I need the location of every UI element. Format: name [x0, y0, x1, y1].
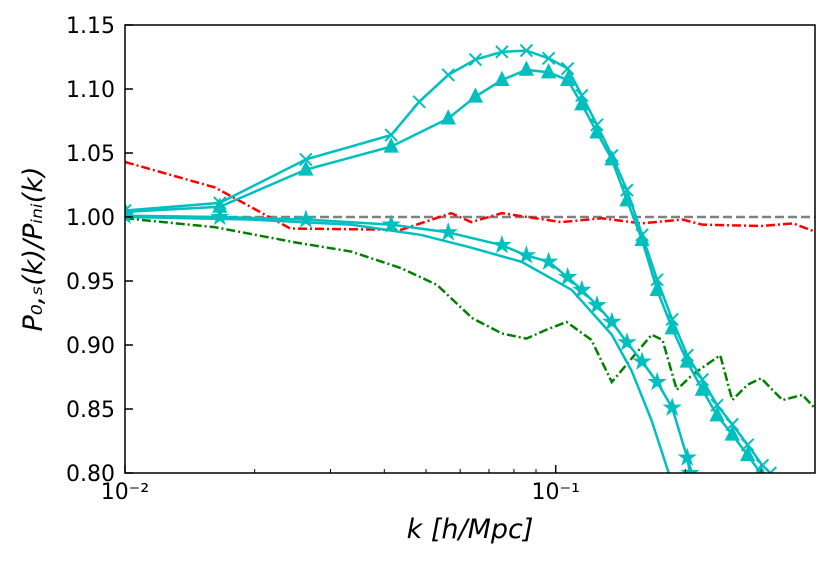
y-tick-label: 0.85 — [66, 398, 115, 423]
series-line — [125, 68, 762, 473]
y-axis-label: P₀,ₛ(k)/Pᵢₙᵢ(k) — [18, 167, 49, 332]
plot-area — [125, 43, 815, 473]
marker — [755, 463, 766, 473]
marker — [574, 95, 590, 111]
marker — [604, 150, 620, 166]
marker — [647, 371, 667, 391]
y-tick-label: 1.05 — [66, 142, 115, 167]
marker — [602, 311, 622, 331]
marker — [299, 152, 313, 167]
marker — [383, 137, 399, 153]
marker — [298, 160, 314, 176]
marker — [662, 397, 682, 416]
marker — [441, 68, 455, 82]
y-tick-label: 1.15 — [66, 14, 115, 39]
marker — [538, 251, 559, 271]
marker — [679, 352, 695, 368]
marker — [649, 280, 665, 296]
marker — [632, 351, 652, 370]
marker — [468, 52, 483, 67]
y-tick-label: 1.00 — [66, 206, 115, 231]
series-line — [125, 215, 670, 473]
marker — [438, 222, 458, 241]
marker — [634, 230, 650, 247]
series-line — [125, 217, 815, 411]
marker — [440, 109, 456, 125]
marker — [541, 63, 557, 79]
marker — [619, 191, 635, 207]
marker — [724, 425, 740, 441]
marker — [541, 51, 556, 65]
y-tick-label: 0.95 — [66, 270, 115, 295]
marker — [557, 266, 578, 286]
marker — [739, 445, 756, 462]
axes-frame — [124, 24, 816, 474]
marker — [709, 406, 725, 422]
marker — [589, 123, 605, 139]
x-axis-label: k [h/Mpc] — [407, 514, 534, 545]
marker — [518, 60, 535, 76]
marker — [519, 43, 534, 58]
series-line — [125, 214, 692, 473]
series-line — [125, 160, 815, 233]
marker — [617, 332, 637, 351]
marker — [494, 70, 510, 87]
marker — [694, 380, 710, 396]
marker — [516, 245, 537, 264]
marker — [560, 70, 576, 87]
marker — [412, 95, 426, 109]
marker — [572, 279, 592, 299]
x-tick-label: 10⁻² — [101, 480, 149, 505]
marker — [587, 295, 607, 314]
y-tick-label: 0.90 — [66, 334, 115, 359]
marker — [495, 45, 509, 59]
marker — [492, 234, 512, 254]
marker — [763, 466, 778, 473]
marker — [677, 447, 697, 466]
y-tick-label: 1.10 — [66, 78, 115, 103]
marker — [381, 214, 401, 233]
y-tick-label: 0.80 — [66, 462, 115, 487]
marker — [560, 61, 575, 76]
marker — [467, 87, 484, 103]
marker — [664, 319, 680, 335]
marker — [384, 128, 398, 142]
x-tick-label: 10⁻¹ — [531, 480, 579, 505]
